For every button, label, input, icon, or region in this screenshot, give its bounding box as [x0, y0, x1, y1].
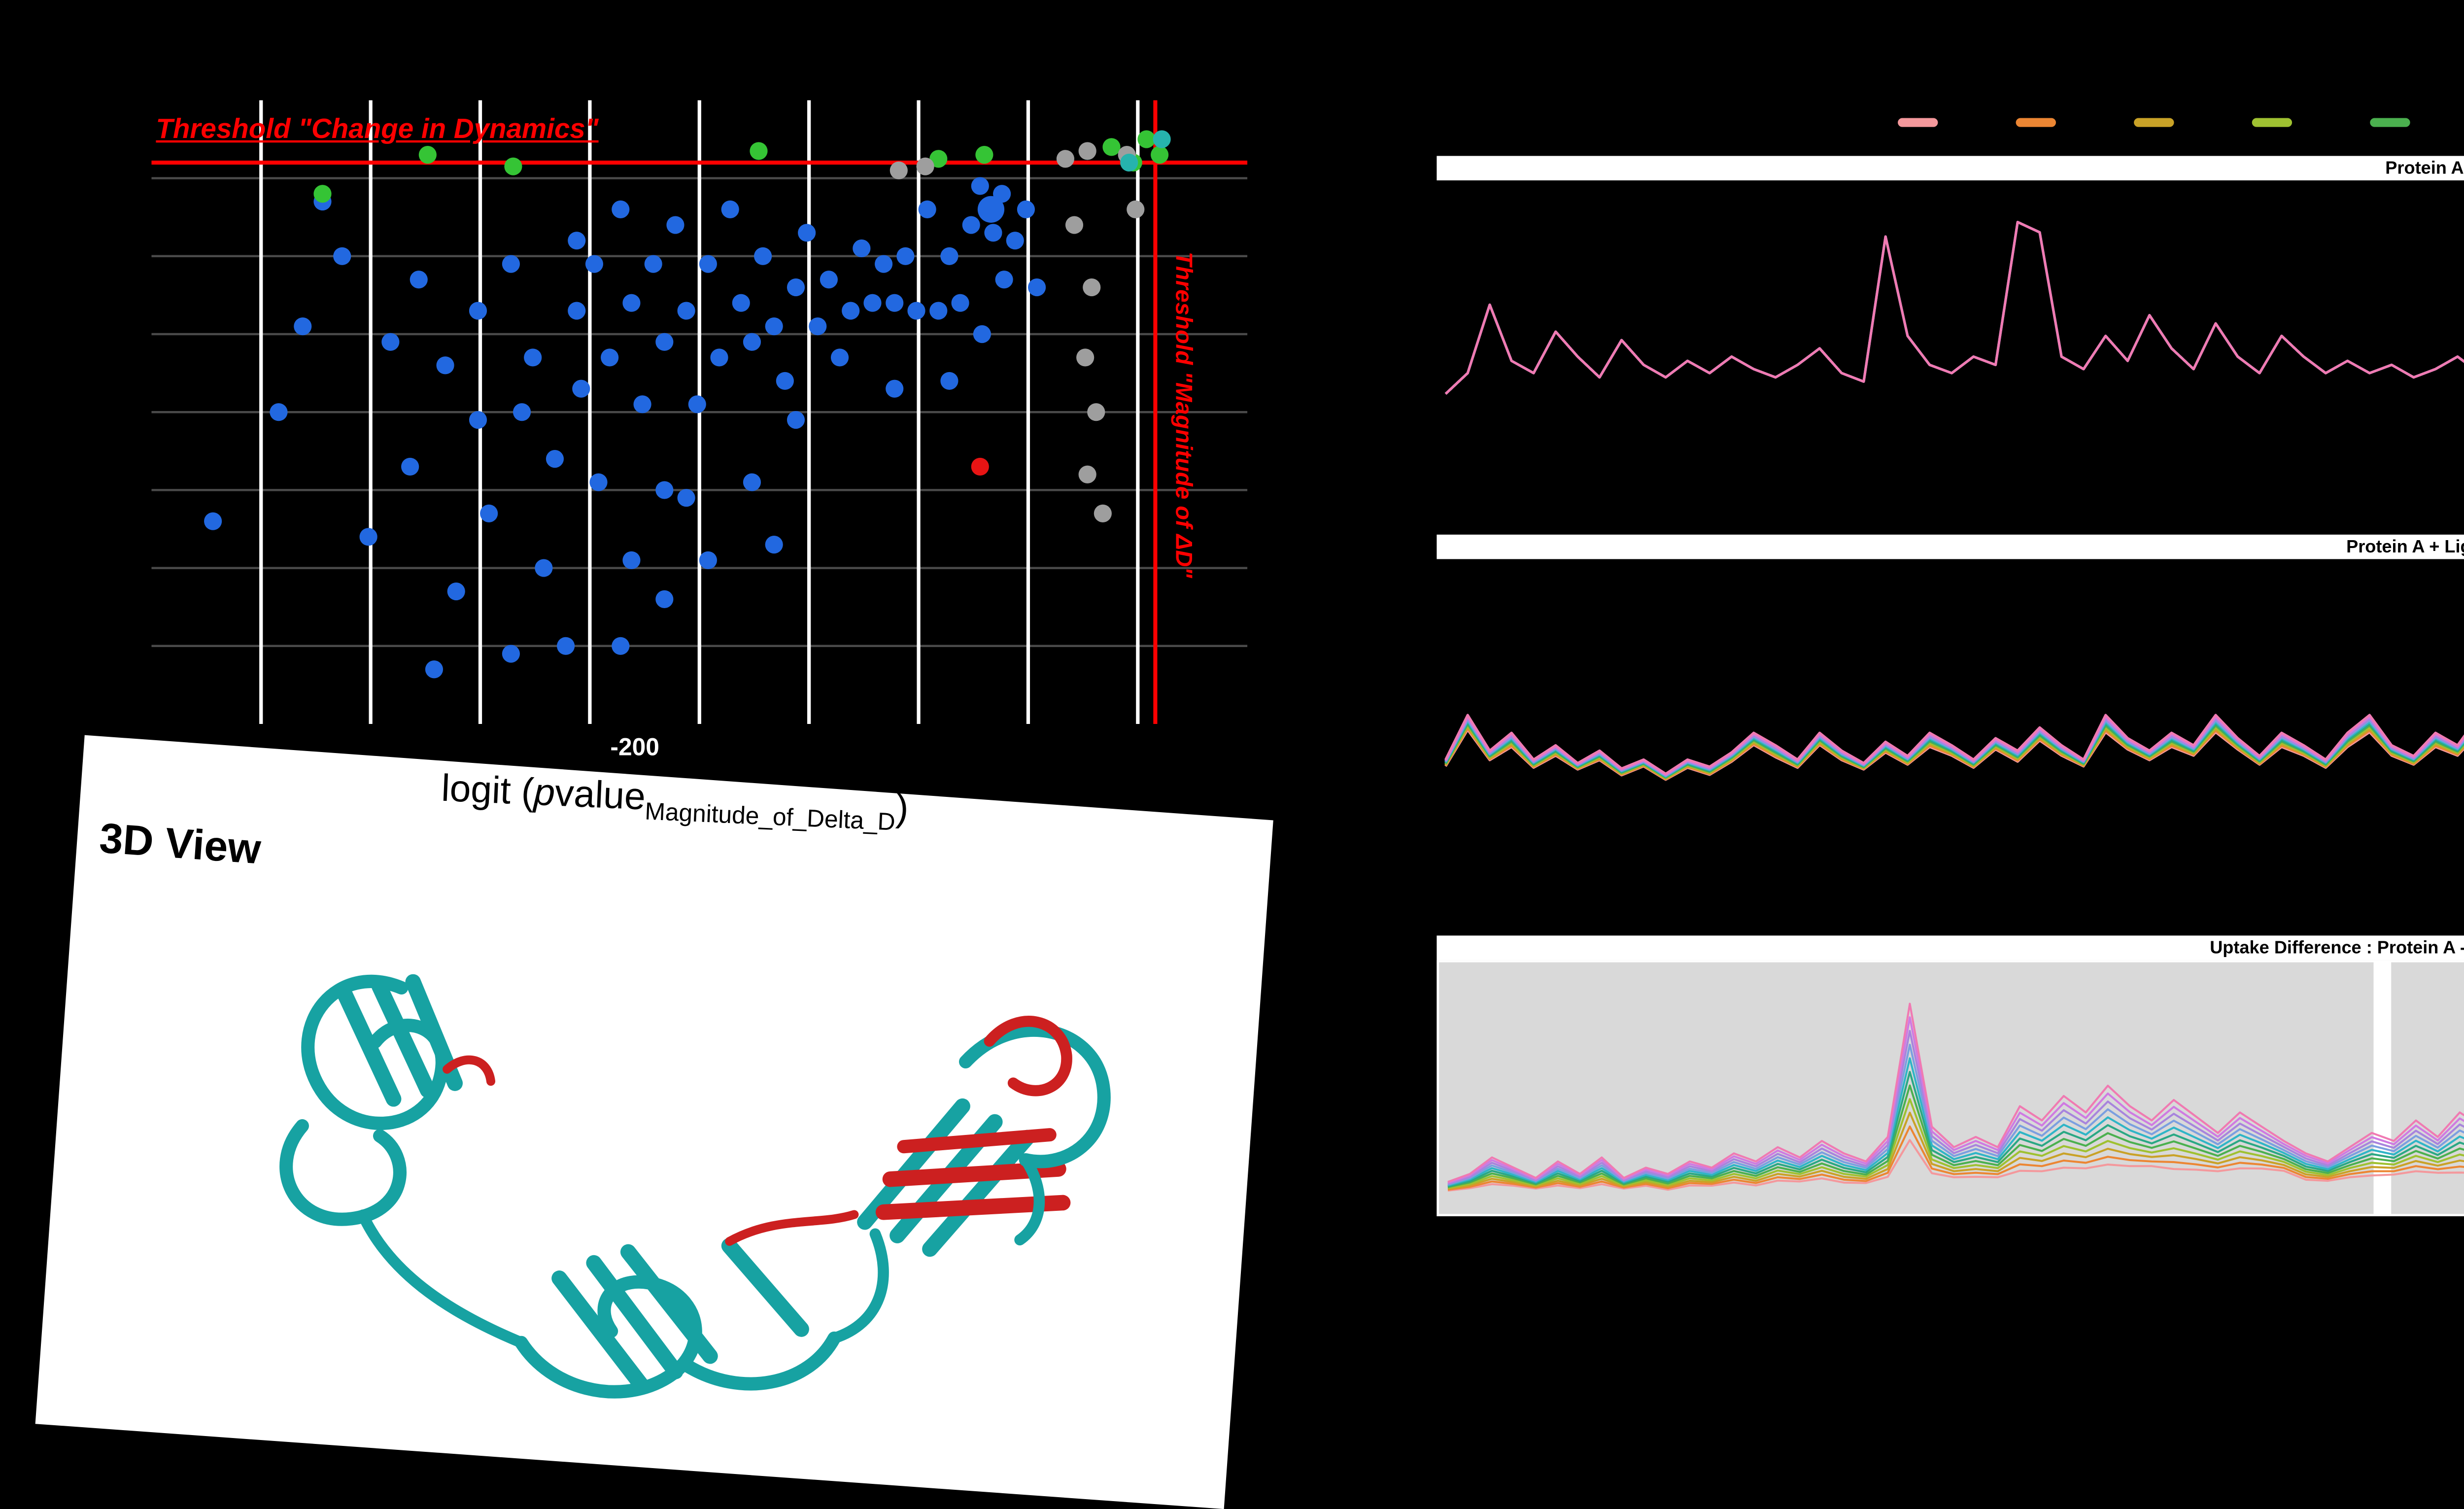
red-loop: [443, 1055, 496, 1086]
uptake-panel-protein-a[interactable]: Protein A: [1437, 156, 2464, 515]
panel-title-bar: Protein A + Ligand: [1437, 534, 2464, 559]
legend-swatch[interactable]: [2370, 118, 2410, 126]
volcano-x-tick-label: -200: [610, 735, 659, 762]
beta-strand: [857, 1098, 970, 1230]
time-series-legend: [1898, 118, 2464, 126]
threshold-dynamics-label: Threshold "Change in Dynamics": [156, 113, 599, 145]
uptake-difference-chart[interactable]: [1437, 960, 2464, 1216]
panel-title: Protein A + Ligand: [2346, 537, 2464, 557]
beta-strand: [620, 1244, 718, 1364]
red-loop: [725, 1210, 859, 1246]
threshold-magnitude-label: Threshold "Magnitude of ΔD": [1169, 251, 1197, 578]
x-label-mid: value: [554, 772, 647, 819]
app-canvas: Threshold "Change in Dynamics" Threshold…: [35, 100, 2464, 1509]
legend-swatch[interactable]: [2134, 118, 2174, 126]
panel-title-bar: Protein A: [1437, 156, 2464, 181]
x-label-suffix: ): [895, 787, 910, 830]
beta-strand: [721, 1238, 809, 1337]
beta-strand: [371, 978, 436, 1098]
panel-title: Uptake Difference : Protein A - (Protein…: [2210, 937, 2464, 958]
beta-strand: [337, 987, 402, 1107]
legend-swatch[interactable]: [1898, 118, 1938, 126]
beta-strand: [922, 1130, 1035, 1257]
red-strand: [875, 1195, 1071, 1220]
panel-title: Protein A: [2385, 158, 2464, 178]
viewer-3d-panel[interactable]: 3D View: [35, 735, 1273, 1509]
uptake-panel-protein-a-ligand[interactable]: Protein A + Ligand: [1437, 534, 2464, 893]
panel-title-bar: Uptake Difference : Protein A - (Protein…: [1437, 935, 2464, 960]
uptake-chart-protein-a-ligand[interactable]: [1437, 559, 2464, 893]
red-strand: [897, 1128, 1057, 1154]
legend-swatch[interactable]: [2016, 118, 2056, 126]
x-label-italic-p: p: [533, 771, 556, 815]
legend-swatch[interactable]: [2252, 118, 2293, 126]
volcano-plot[interactable]: Threshold "Change in Dynamics" Threshold…: [151, 100, 1248, 762]
uptake-chart-protein-a[interactable]: [1437, 180, 2464, 515]
beta-strand: [551, 1270, 649, 1393]
x-label-prefix: logit (: [440, 767, 535, 814]
red-helix: [984, 1016, 1072, 1097]
protein-structure[interactable]: [159, 895, 1129, 1473]
uptake-difference-panel[interactable]: Uptake Difference : Protein A - (Protein…: [1437, 935, 2464, 1216]
viewer-3d-title: 3D View: [98, 817, 263, 875]
volcano-scatter-chart[interactable]: [151, 100, 1248, 724]
